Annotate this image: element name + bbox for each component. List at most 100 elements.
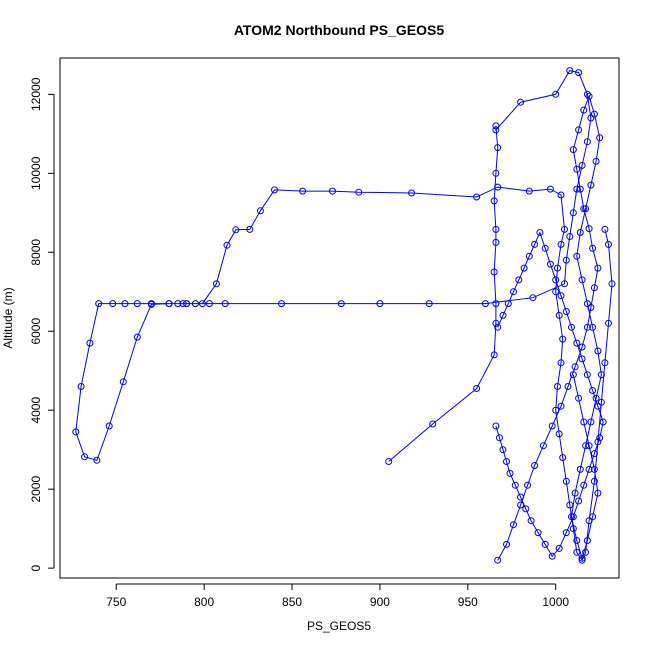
data-point <box>597 371 605 379</box>
data-point <box>575 126 583 134</box>
data-point <box>605 240 612 248</box>
data-point <box>174 300 182 308</box>
data-point <box>490 351 498 359</box>
data-point <box>555 311 563 319</box>
data-point <box>546 185 554 193</box>
data-point <box>601 225 609 233</box>
data-point <box>585 465 593 473</box>
data-point <box>548 422 556 430</box>
data-point <box>573 339 581 347</box>
data-point <box>121 300 129 308</box>
data-point <box>578 276 586 284</box>
data-point <box>503 540 510 548</box>
data-point <box>183 300 191 308</box>
data-point <box>580 418 588 426</box>
data-point <box>594 264 602 272</box>
data-point <box>585 442 593 450</box>
data-point <box>583 138 591 146</box>
data-point <box>198 300 206 308</box>
data-point <box>582 205 590 213</box>
data-point <box>492 169 500 177</box>
data-point <box>536 229 544 236</box>
data-point <box>590 450 598 458</box>
data-point <box>525 252 533 260</box>
data-point <box>557 191 565 199</box>
data-point <box>527 517 535 525</box>
data-point <box>133 300 141 308</box>
data-point <box>587 114 595 122</box>
data-point <box>583 371 591 379</box>
data-point <box>599 418 607 426</box>
data-point <box>494 183 502 191</box>
data-point <box>605 319 612 327</box>
data-point <box>596 434 604 442</box>
data-point <box>147 300 155 308</box>
data-point <box>557 240 565 248</box>
data-point <box>223 241 231 249</box>
data-point <box>573 165 581 173</box>
data-point <box>425 300 433 308</box>
data-point <box>517 493 525 501</box>
data-point <box>246 225 254 233</box>
data-point <box>561 280 568 288</box>
plot-frame <box>59 57 620 579</box>
data-point <box>566 233 574 240</box>
data-point <box>580 106 588 114</box>
x-axis: 750 800 850 900 950 1000 <box>106 583 569 609</box>
data-point <box>569 513 577 521</box>
data-point <box>569 209 577 217</box>
data-point <box>541 244 549 252</box>
data-point <box>597 398 605 406</box>
data-point <box>337 300 345 308</box>
data-point <box>232 226 240 234</box>
data-point <box>575 394 583 402</box>
data-point <box>590 465 598 473</box>
data-point <box>492 122 500 130</box>
data-point <box>81 453 89 461</box>
data-point <box>557 402 565 410</box>
data-point <box>376 300 384 308</box>
data-point <box>546 260 554 268</box>
data-point <box>562 256 570 264</box>
data-point <box>525 187 533 195</box>
data-point <box>408 189 416 197</box>
data-point <box>589 244 597 252</box>
data-point <box>271 186 278 194</box>
data-point <box>557 359 565 367</box>
data-point <box>578 355 586 363</box>
data-point <box>569 146 577 154</box>
data-point <box>504 300 512 308</box>
data-point <box>221 300 229 308</box>
data-point <box>587 418 595 426</box>
data-point <box>119 378 127 386</box>
x-axis-label: PS_GEOS5 <box>307 619 371 633</box>
data-point <box>578 161 586 169</box>
data-point <box>573 252 581 260</box>
data-point <box>492 422 500 430</box>
x-tick-label: 800 <box>194 595 214 609</box>
data-point <box>539 442 547 450</box>
data-point <box>133 333 141 341</box>
data-point <box>555 430 563 438</box>
data-point <box>571 489 579 497</box>
data-point <box>582 548 590 556</box>
x-tick-label: 1000 <box>542 595 569 609</box>
data-point <box>93 456 101 464</box>
data-point <box>562 308 570 315</box>
data-point <box>355 188 363 196</box>
x-tick-label: 950 <box>458 595 478 609</box>
data-point <box>506 469 514 477</box>
data-point <box>473 193 481 201</box>
data-point <box>473 385 481 392</box>
data-point <box>594 347 602 355</box>
data-point <box>589 323 597 331</box>
data-point <box>205 300 213 308</box>
data-point <box>256 207 264 215</box>
series-3 <box>492 229 607 560</box>
data-point <box>590 110 598 118</box>
data-point <box>555 544 563 552</box>
data-point <box>492 319 500 327</box>
data-point <box>385 458 393 465</box>
series-line <box>495 231 604 558</box>
data-point <box>524 481 532 489</box>
